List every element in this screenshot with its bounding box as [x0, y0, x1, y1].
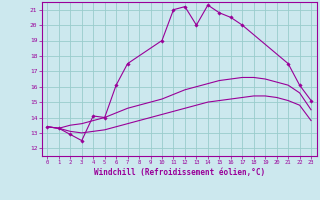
- X-axis label: Windchill (Refroidissement éolien,°C): Windchill (Refroidissement éolien,°C): [94, 168, 265, 177]
